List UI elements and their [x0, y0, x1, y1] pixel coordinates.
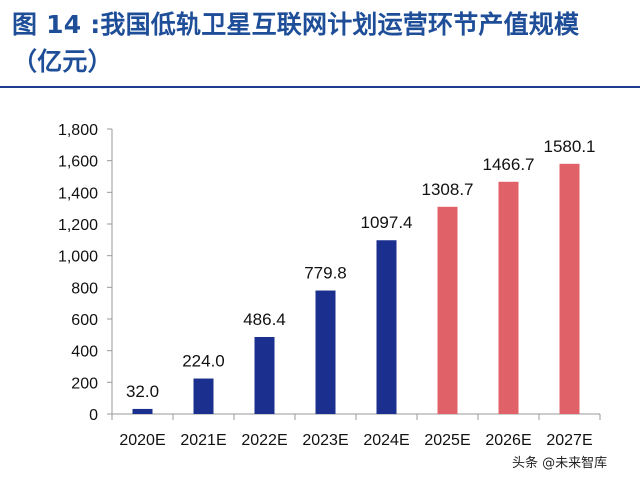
bar-2025E	[437, 206, 458, 414]
x-tick-label: 2020E	[119, 432, 165, 449]
y-tick-label: 600	[71, 312, 98, 329]
bar-2026E	[498, 181, 519, 414]
x-tick-label: 2024E	[363, 432, 409, 449]
x-tick-label: 2022E	[241, 432, 287, 449]
data-label: 1580.1	[544, 137, 596, 156]
y-tick-label: 1,600	[58, 154, 98, 171]
data-label: 486.4	[243, 310, 286, 329]
chart-title-text: 图 14 :我国低轨卫星互联网计划运营环节产值规模	[12, 10, 580, 39]
y-tick-label: 1,200	[58, 217, 98, 234]
data-label: 1466.7	[483, 155, 535, 174]
x-tick-label: 2026E	[485, 432, 531, 449]
data-label: 779.8	[304, 264, 347, 283]
x-tick-label: 2025E	[424, 432, 470, 449]
bar-2022E	[254, 336, 275, 414]
bar-2024E	[376, 240, 397, 414]
chart-title: 图 14 :我国低轨卫星互联网计划运营环节产值规模 （亿元）	[12, 6, 632, 80]
bar-2027E	[559, 163, 580, 414]
chart-unit-label: （亿元）	[12, 47, 113, 76]
bar-2021E	[193, 378, 214, 414]
data-label: 1308.7	[422, 180, 474, 199]
y-tick-label: 800	[71, 280, 98, 297]
y-tick-label: 1,400	[58, 185, 98, 202]
bar-2020E	[132, 408, 153, 414]
bar-2023E	[315, 290, 336, 414]
data-label: 224.0	[182, 352, 225, 371]
data-label: 1097.4	[361, 213, 413, 232]
x-tick-label: 2027E	[546, 432, 592, 449]
title-divider	[0, 86, 640, 88]
watermark: 头条 @未来智库	[512, 456, 608, 471]
data-label: 32.0	[126, 382, 159, 401]
x-tick-label: 2023E	[302, 432, 348, 449]
y-tick-label: 0	[89, 407, 98, 424]
y-tick-label: 1,000	[58, 249, 98, 266]
y-tick-label: 400	[71, 344, 98, 361]
y-tick-label: 1,800	[58, 122, 98, 139]
y-tick-label: 200	[71, 375, 98, 392]
x-tick-label: 2021E	[180, 432, 226, 449]
